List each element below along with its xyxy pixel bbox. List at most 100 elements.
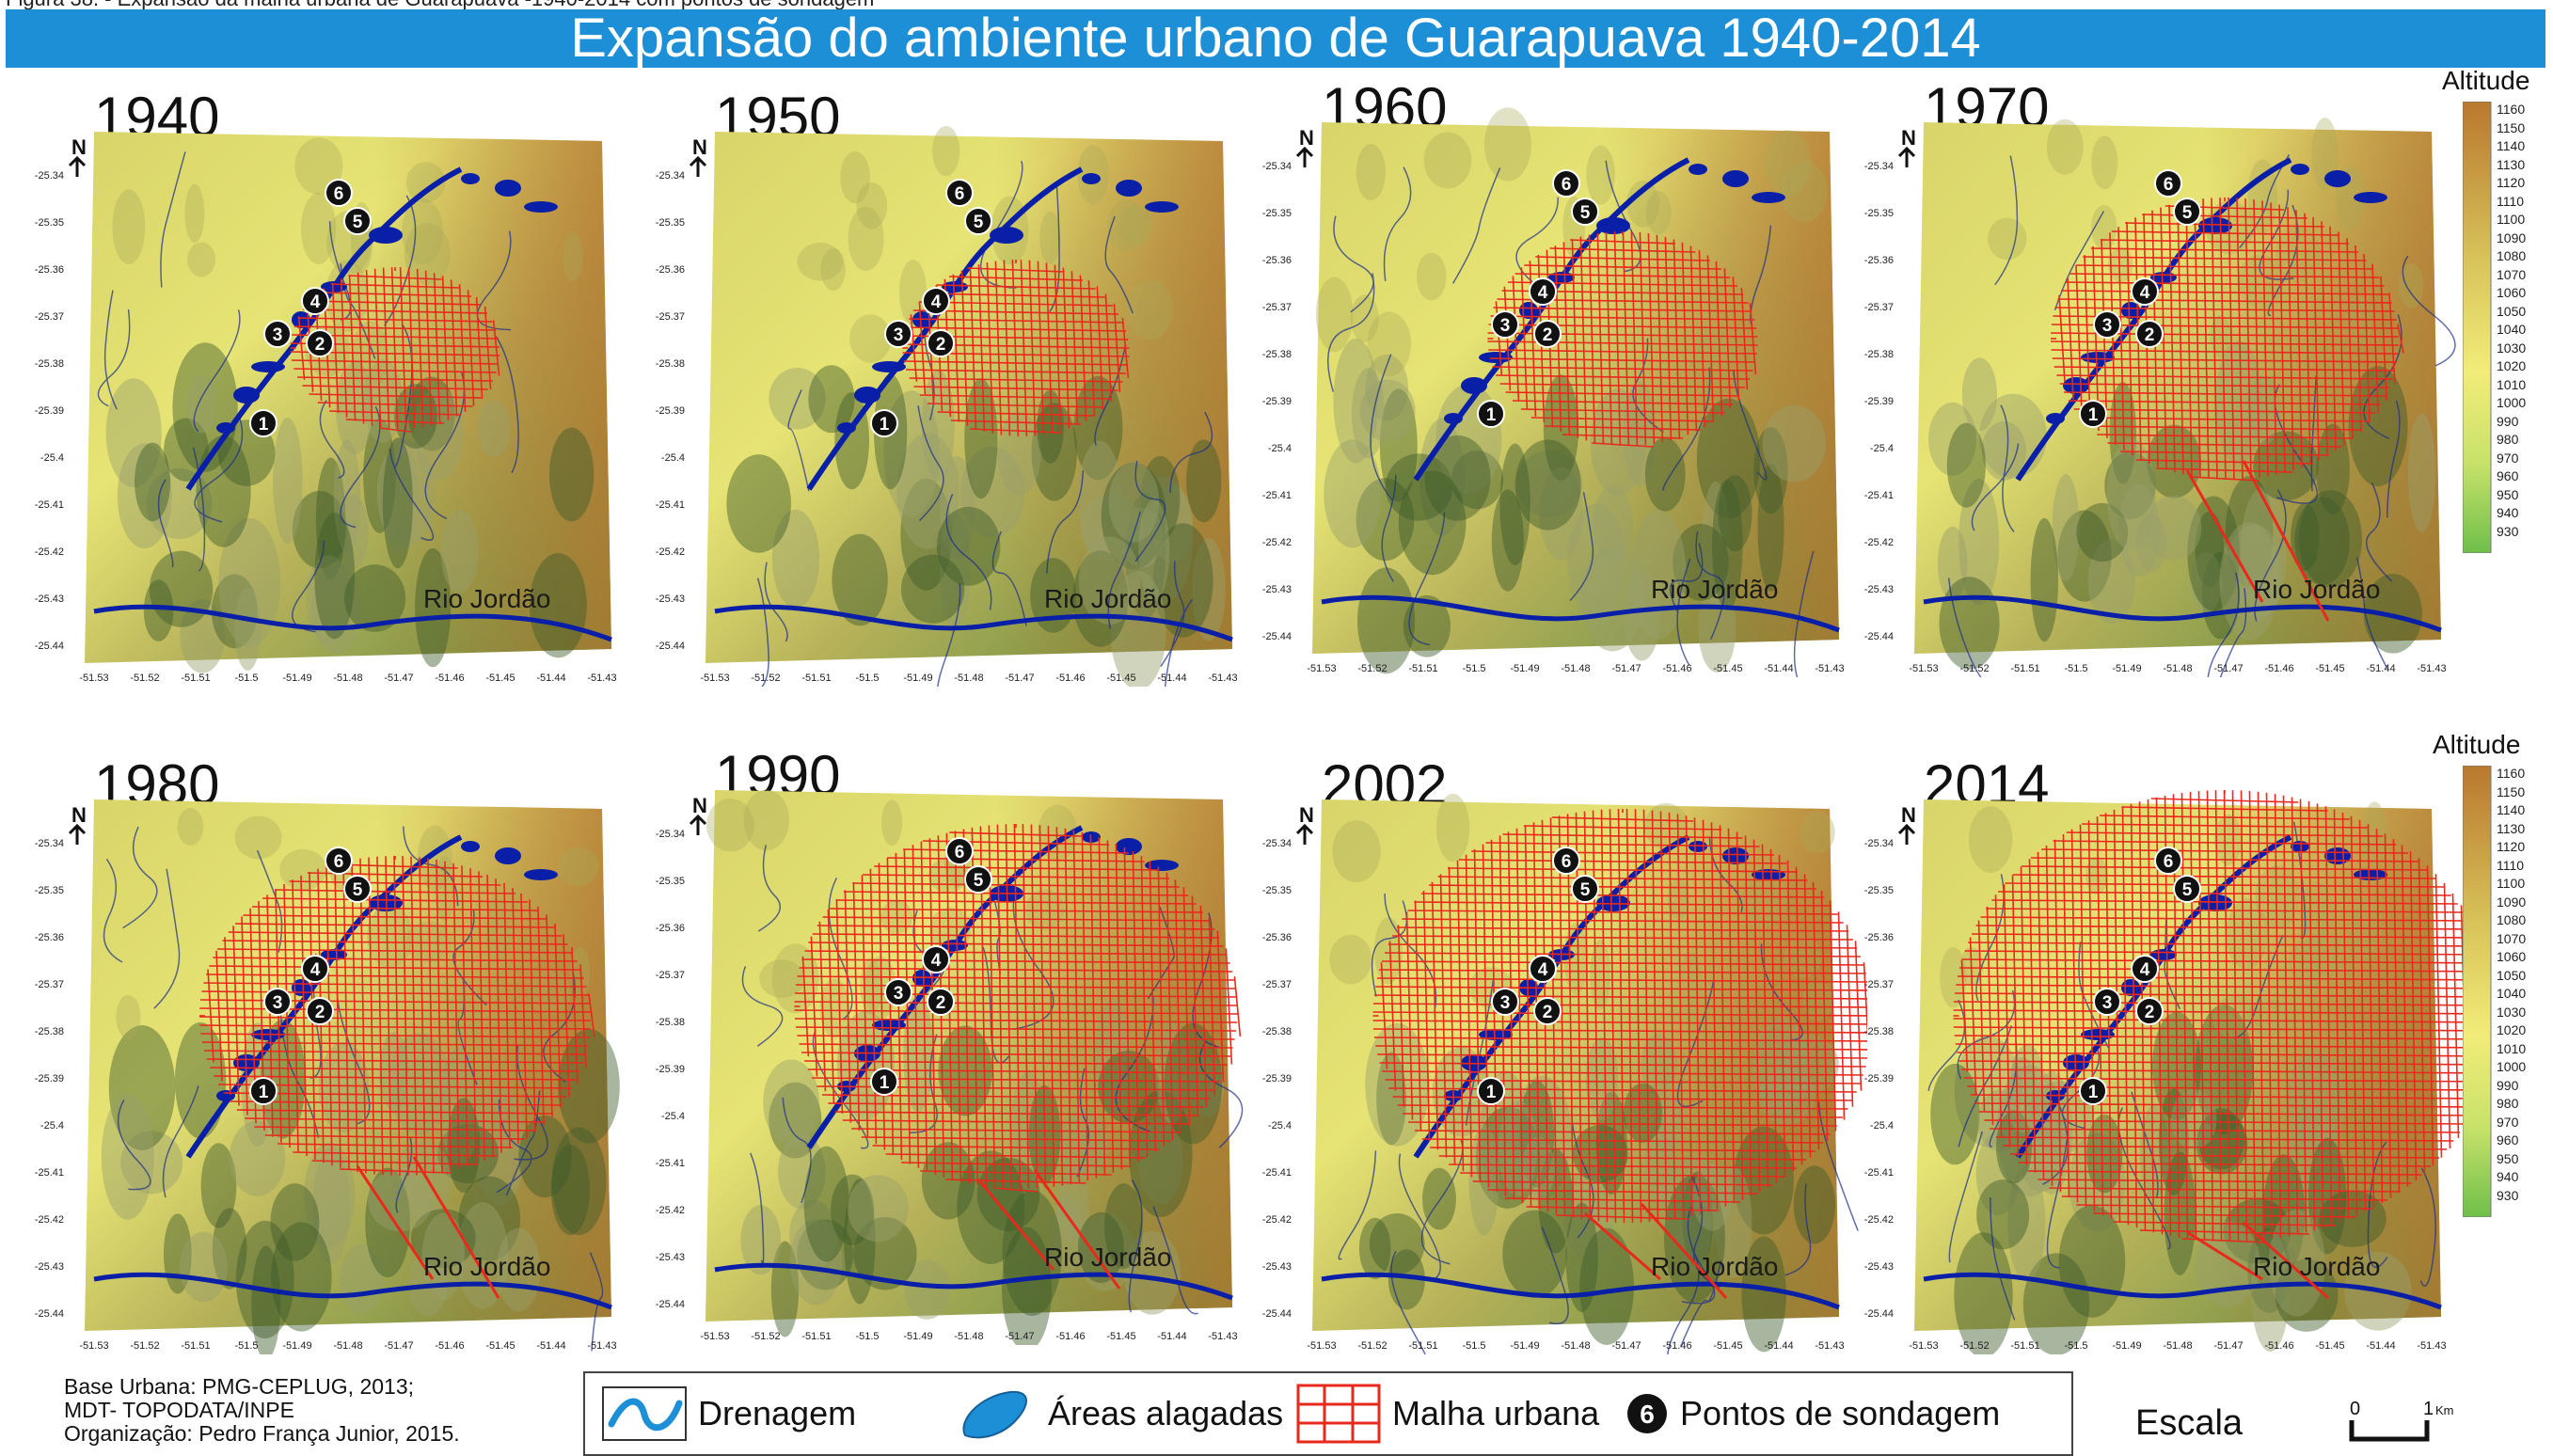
map-panel-1950: 1950 1 2 3 4 5 6 N Rio Jordão -25.34 -25.35 -25.36-… bbox=[649, 85, 1261, 687]
lat-tick: -25.43 bbox=[656, 593, 685, 605]
urban-grid bbox=[902, 260, 1130, 436]
credits: Base Urbana: PMG-CEPLUG, 2013; MDT- TOPO… bbox=[64, 1375, 460, 1446]
north-label: N bbox=[71, 803, 87, 827]
sounding-point: 2 bbox=[927, 329, 955, 357]
rio-jordao-line bbox=[93, 1272, 612, 1310]
map-panel-1960: 1960 1 2 3 4 5 6 N Rio Jordão -25.34 -25.35 -25.36-… bbox=[1256, 75, 1867, 677]
sounding-point: 6 bbox=[945, 179, 974, 207]
lat-tick: -25.44 bbox=[1864, 1308, 1894, 1320]
sounding-point-label: 3 bbox=[1500, 993, 1511, 1013]
lat-tick: -25.34 bbox=[1262, 161, 1292, 172]
altitude-tick: 1010 bbox=[2497, 376, 2527, 392]
sounding-point: 3 bbox=[884, 320, 912, 348]
sounding-point-label: 6 bbox=[2164, 175, 2174, 195]
lon-tick: -51.48 bbox=[1561, 1340, 1590, 1352]
lat-tick: -25.4 bbox=[1870, 1120, 1894, 1132]
sounding-point: 2 bbox=[306, 329, 334, 357]
sounding-point: 1 bbox=[870, 409, 898, 437]
altitude-tick: 990 bbox=[2497, 413, 2519, 429]
lon-tick: -51.43 bbox=[2417, 1340, 2446, 1352]
sounding-points: 1 2 3 4 56 bbox=[2079, 847, 2201, 1105]
lon-tick: -51.48 bbox=[954, 673, 983, 684]
altitude-tick: 1160 bbox=[2497, 102, 2526, 117]
lat-tick: -25.39 bbox=[656, 1064, 685, 1075]
lat-tick: -25.38 bbox=[1864, 349, 1894, 360]
lon-tick: -51.53 bbox=[79, 1340, 108, 1352]
lat-tick: -25.42 bbox=[1864, 1214, 1894, 1226]
lat-tick: -25.34 bbox=[1262, 838, 1292, 849]
altitude-tick: 1020 bbox=[2497, 358, 2527, 373]
sounding-point-label: 5 bbox=[2182, 880, 2193, 900]
sounding-point-label: 2 bbox=[936, 335, 946, 355]
sounding-point: 5 bbox=[1571, 198, 1599, 226]
lat-tick: -25.35 bbox=[1864, 208, 1894, 219]
lat-tick: -25.42 bbox=[35, 1214, 64, 1226]
lon-tick: -51.53 bbox=[700, 673, 729, 684]
north-label: N bbox=[1901, 803, 1916, 827]
lon-tick: -51.52 bbox=[751, 1331, 780, 1342]
sounding-point-label: 5 bbox=[974, 871, 984, 891]
legend-malha: Malha urbana bbox=[1296, 1384, 1599, 1444]
sounding-point-label: 4 bbox=[310, 293, 321, 312]
altitude-tick: 1160 bbox=[2497, 766, 2526, 781]
rio-jordao-line bbox=[93, 604, 612, 642]
lon-tick: -51.53 bbox=[700, 1331, 729, 1342]
lat-tick: -25.4 bbox=[1268, 1120, 1292, 1132]
lon-tick: -51.48 bbox=[2163, 1340, 2192, 1352]
scale-one: 1 bbox=[2423, 1400, 2434, 1419]
lat-tick: -25.34 bbox=[656, 170, 685, 182]
terrain-highlands bbox=[1914, 799, 2441, 1331]
sounding-point: 6 bbox=[1552, 169, 1580, 198]
lat-tick: -25.44 bbox=[656, 641, 685, 652]
north-label: N bbox=[692, 794, 707, 817]
terrain-map: 1 2 3 4 56 N Rio Jordão -25.34 -25.35 -25.36 -25.3… bbox=[1262, 793, 1867, 1354]
scale-unit: Km bbox=[2435, 1403, 2454, 1417]
lat-tick: -25.4 bbox=[661, 452, 685, 464]
sounding-point: 5 bbox=[343, 207, 372, 235]
lon-tick: -51.52 bbox=[751, 673, 780, 684]
terrain-map: 1 2 3 4 56 N Rio Jordão -25.34 -25.35 -25.36 -25.3… bbox=[656, 789, 1244, 1345]
lon-tick: -51.48 bbox=[1561, 663, 1590, 674]
lat-tick: -25.35 bbox=[656, 876, 685, 887]
lat-tick: -25.44 bbox=[1262, 1308, 1292, 1320]
river-label: Rio Jordão bbox=[423, 1252, 550, 1281]
lat-tick: -25.38 bbox=[656, 358, 685, 370]
lon-tick: -51.52 bbox=[1357, 663, 1387, 674]
sounding-point-label: 3 bbox=[2102, 316, 2113, 336]
map-panel-1970: 1970 1 2 3 4 5 6 N Rio Jordão -25.34 -25.35 -25.36-… bbox=[1858, 75, 2469, 677]
altitude-tick: 1050 bbox=[2497, 967, 2527, 983]
lat-tick: -25.36 bbox=[1864, 932, 1894, 943]
credit-line: MDT- TOPODATA/INPE bbox=[64, 1398, 294, 1422]
lon-tick: -51.48 bbox=[954, 1331, 983, 1342]
lon-tick: -51.52 bbox=[130, 673, 159, 684]
sounding-point: 1 bbox=[870, 1068, 898, 1096]
flooded-areas bbox=[2046, 164, 2387, 424]
terrain-map: 1 2 3 4 56 N Rio Jordão -25.34 -25.35 -25.36 -25.3… bbox=[1864, 118, 2456, 677]
lon-tick: -51.53 bbox=[79, 673, 108, 684]
altitude-tick: 1090 bbox=[2497, 894, 2527, 910]
altitude-tick: 1070 bbox=[2497, 930, 2527, 946]
lat-tick: -25.4 bbox=[1268, 443, 1292, 454]
rio-jordao-line bbox=[714, 1262, 1233, 1301]
scale-label: Escala bbox=[2135, 1403, 2244, 1443]
drainage-network bbox=[1947, 153, 2456, 677]
lon-tick: -51.47 bbox=[2213, 663, 2243, 674]
sounding-point: 4 bbox=[301, 955, 329, 983]
title-bar: Expansão do ambiente urbano de Guarapuav… bbox=[6, 9, 2545, 68]
lon-tick: -51.49 bbox=[903, 673, 932, 684]
sounding-point: 1 bbox=[2079, 400, 2107, 428]
lon-tick: -51.47 bbox=[2213, 1340, 2243, 1352]
lon-tick: -51.48 bbox=[2163, 663, 2192, 674]
lon-tick: -51.46 bbox=[2264, 663, 2293, 674]
sounding-point-label: 6 bbox=[1562, 175, 1572, 195]
altitude-title-top: Altitude bbox=[2442, 66, 2530, 95]
sounding-point: 2 bbox=[306, 997, 334, 1025]
sounding-point: 5 bbox=[2173, 875, 2201, 903]
sounding-point-label: 2 bbox=[1543, 1003, 1553, 1022]
flooded-area-icon bbox=[962, 1390, 1027, 1439]
sounding-point-label: 1 bbox=[880, 1073, 890, 1093]
lon-tick: -51.51 bbox=[801, 1331, 831, 1342]
sounding-point-label: 6 bbox=[955, 184, 965, 204]
lon-tick: -51.5 bbox=[1462, 1340, 1485, 1352]
sounding-point-label: 2 bbox=[315, 1003, 325, 1022]
